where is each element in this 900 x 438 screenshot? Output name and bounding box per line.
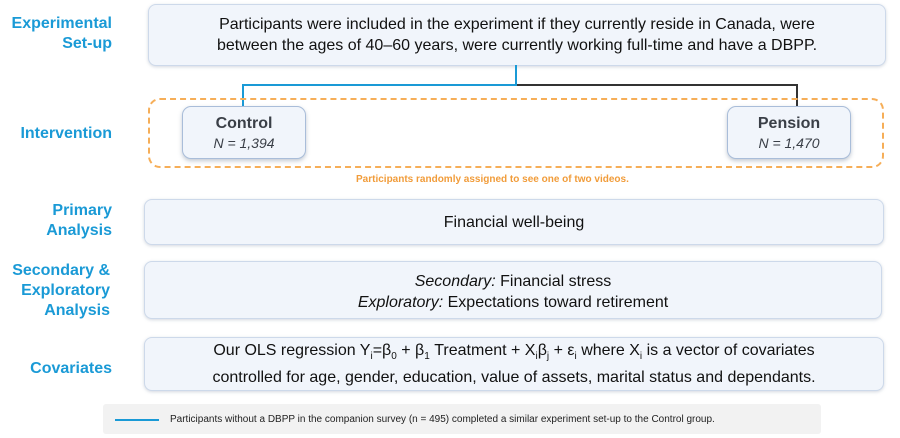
secondary-line: Secondary: Financial stress <box>415 271 612 292</box>
label-primary: Primary <box>52 202 112 219</box>
setup-box: Participants were included in the experi… <box>148 4 886 66</box>
label-experimental: Experimental <box>11 15 112 32</box>
footer-text: Participants without a DBPP in the compa… <box>170 414 715 425</box>
primary-text: Financial well-being <box>443 213 585 231</box>
footer-legend-line <box>115 419 159 421</box>
setup-line-1: Participants were included in the experi… <box>219 16 815 33</box>
label-secondary-analysis: Secondary & Exploratory Analysis <box>0 261 110 321</box>
connector-right-drop <box>796 84 798 106</box>
label-primary-analysis: Primary Analysis <box>0 201 112 241</box>
covariates-line-1: Our OLS regression Yi=β0 + β1 Treatment … <box>213 341 815 363</box>
label-secondary: Secondary & <box>12 262 110 279</box>
label-intervention: Intervention <box>20 125 112 142</box>
setup-line-2: between the ages of 40–60 years, were cu… <box>216 37 818 54</box>
intervention-region <box>148 98 884 168</box>
pension-title: Pension <box>757 114 821 132</box>
connector-left-drop <box>242 84 244 106</box>
label-covariates: Covariates <box>30 360 112 377</box>
control-n: N = 1,394 <box>213 134 275 151</box>
pension-arm-box: Pension N = 1,470 <box>727 106 851 159</box>
connector-right <box>517 84 798 86</box>
connector-left <box>242 84 517 86</box>
primary-box: Financial well-being <box>144 199 884 245</box>
secondary-text: Financial stress <box>495 273 612 290</box>
covariates-box: Our OLS regression Yi=β0 + β1 Treatment … <box>144 337 884 391</box>
connector-stem <box>515 65 517 86</box>
secondary-label: Secondary: <box>414 273 496 290</box>
exploratory-label: Exploratory: <box>357 294 444 311</box>
randomization-note: Participants randomly assigned to see on… <box>356 174 629 185</box>
label-analysis-2: Analysis <box>44 302 110 319</box>
control-title: Control <box>215 114 273 132</box>
footer-note: Participants without a DBPP in the compa… <box>103 404 821 434</box>
exploratory-line: Exploratory: Expectations toward retirem… <box>358 292 668 313</box>
secondary-box: Secondary: Financial stress Exploratory:… <box>144 261 882 319</box>
exploratory-text: Expectations toward retirement <box>443 294 669 311</box>
pension-n: N = 1,470 <box>758 134 820 151</box>
control-arm-box: Control N = 1,394 <box>182 106 306 159</box>
label-exploratory: Exploratory <box>21 282 110 299</box>
label-analysis: Analysis <box>46 222 112 239</box>
covariates-line-2: controlled for age, gender, education, v… <box>212 369 816 387</box>
label-experimental-setup: Experimental Set-up <box>0 14 112 54</box>
label-setup: Set-up <box>62 35 112 52</box>
